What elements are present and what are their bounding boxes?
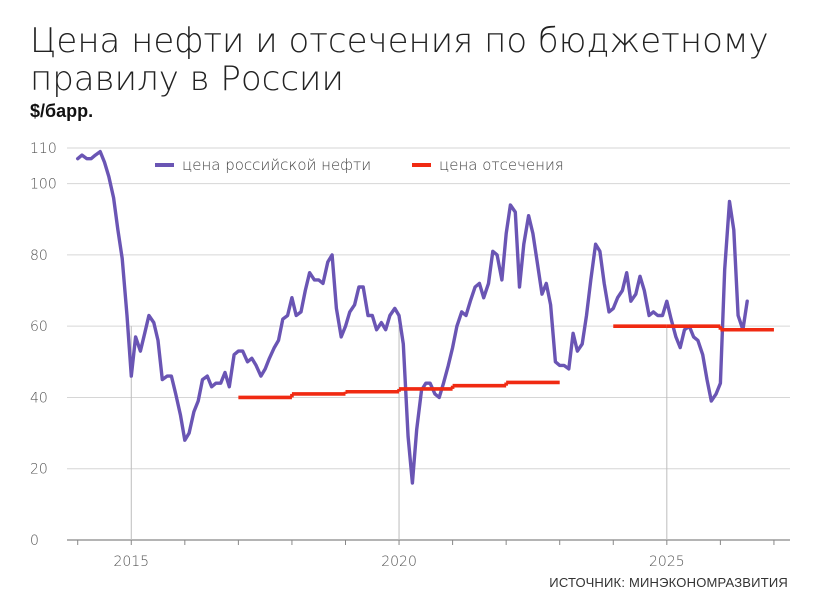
source-note: ИСТОЧНИК: МИНЭКОНОМРАЗВИТИЯ bbox=[549, 575, 788, 590]
y-tick-label-100: 100 bbox=[30, 177, 57, 193]
unit-label: $/барр. bbox=[30, 101, 94, 121]
x-tick-label-2020: 2020 bbox=[381, 554, 417, 570]
x-tick-label-2025: 2025 bbox=[649, 554, 685, 570]
y-tick-label-0: 0 bbox=[30, 533, 39, 549]
x-tick-label-2015: 2015 bbox=[113, 554, 149, 570]
grid-lines bbox=[67, 147, 790, 541]
legend: цена российской нефти цена отсечения bbox=[155, 156, 564, 174]
series bbox=[76, 149, 774, 485]
y-tick-label-60: 60 bbox=[30, 319, 48, 335]
y-tick-label-20: 20 bbox=[30, 462, 48, 478]
chart-title: Цена нефти и отсечения по бюджетному пра… bbox=[30, 21, 769, 99]
legend-label-oil-price: цена российской нефти bbox=[182, 156, 371, 174]
y-axis: 0 20 40 60 80 100 110 bbox=[30, 141, 57, 549]
x-axis: 2015 2020 2025 bbox=[77, 540, 775, 570]
series-line-oil-price bbox=[76, 149, 749, 485]
y-tick-label-110: 110 bbox=[30, 141, 57, 157]
y-tick-label-80: 80 bbox=[30, 248, 48, 264]
legend-label-cutoff: цена отсечения bbox=[439, 156, 564, 174]
y-tick-label-40: 40 bbox=[30, 390, 48, 406]
